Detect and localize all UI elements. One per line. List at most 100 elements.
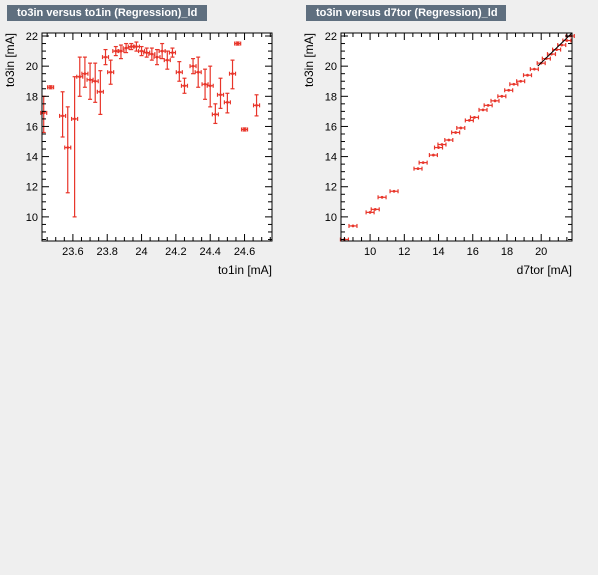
data-point: [437, 142, 447, 147]
y-tick-label: 16: [325, 121, 337, 133]
point-marker: [78, 75, 82, 79]
point-marker: [129, 45, 133, 48]
chart-1-title-tab: to3in versus to1in (Regression)_ld: [7, 5, 207, 21]
point-marker: [145, 51, 149, 54]
data-point: [456, 125, 466, 130]
point-marker: [225, 100, 229, 104]
point-marker: [135, 45, 138, 48]
data-point: [551, 47, 562, 52]
point-marker: [507, 88, 511, 92]
y-tick-label: 14: [325, 152, 337, 164]
data-point: [483, 103, 493, 108]
point-marker: [467, 119, 471, 122]
point-marker: [243, 128, 246, 131]
point-marker: [373, 207, 377, 211]
point-marker: [440, 143, 444, 146]
point-marker: [432, 153, 435, 157]
data-point: [223, 92, 231, 114]
scatter-diagonal: [537, 32, 573, 67]
point-marker: [454, 131, 458, 134]
x-tick-label: 24.2: [165, 246, 186, 258]
data-point: [490, 98, 500, 103]
data-point: [451, 130, 461, 135]
data-point: [365, 210, 375, 215]
point-marker: [140, 49, 143, 53]
point-marker: [532, 67, 536, 71]
data-point: [168, 47, 177, 58]
y-tick-label: 12: [325, 182, 337, 194]
point-marker: [191, 64, 195, 68]
point-marker: [219, 93, 222, 97]
data-point: [478, 107, 488, 112]
data-point: [509, 82, 519, 87]
point-marker: [98, 90, 102, 94]
point-marker: [416, 167, 420, 171]
data-point: [469, 115, 480, 120]
x-tick-label: 18: [501, 246, 513, 258]
point-marker: [481, 108, 485, 112]
data-point: [117, 44, 125, 60]
point-marker: [437, 146, 440, 149]
point-marker: [392, 189, 396, 193]
x-tick-label: 24.6: [234, 246, 255, 258]
x-tick-label: 24.4: [199, 246, 220, 258]
point-marker: [203, 82, 207, 86]
y-tick-label: 20: [26, 61, 38, 73]
data-point: [180, 77, 189, 94]
data-point: [529, 67, 539, 72]
plot-frame: [340, 32, 573, 242]
y-tick-label: 10: [26, 212, 38, 224]
data-point: [189, 58, 197, 75]
x-tick-label: 12: [398, 246, 410, 258]
y-tick-label: 18: [325, 91, 337, 103]
data-point: [541, 56, 551, 61]
point-marker: [231, 72, 234, 76]
point-marker: [124, 46, 128, 50]
data-point: [206, 65, 214, 108]
point-marker: [88, 78, 92, 82]
data-point: [64, 106, 72, 194]
data-point: [252, 94, 261, 117]
x-tick-label: 14: [432, 246, 444, 258]
point-marker: [66, 146, 70, 149]
x-axis-label: d7tor [mA]: [517, 263, 572, 277]
point-marker: [213, 112, 217, 116]
point-marker: [500, 94, 504, 98]
point-marker: [155, 55, 159, 59]
y-tick-label: 18: [26, 91, 38, 103]
point-marker: [150, 52, 154, 56]
point-marker: [526, 73, 529, 77]
point-marker: [421, 161, 425, 165]
point-marker: [368, 210, 372, 214]
data-point: [71, 76, 79, 218]
plot-frame: [41, 32, 273, 242]
point-marker: [93, 79, 97, 83]
data-point: [464, 118, 474, 123]
data-point: [348, 223, 358, 228]
point-marker: [165, 58, 169, 62]
data-point: [58, 91, 67, 138]
point-marker: [351, 224, 355, 228]
point-marker: [42, 111, 46, 115]
data-point: [389, 189, 399, 194]
y-tick-label: 14: [26, 152, 38, 164]
point-marker: [208, 84, 212, 88]
plot-area: [341, 33, 572, 241]
point-marker: [109, 70, 113, 74]
data-point: [81, 56, 89, 88]
data-point: [158, 42, 166, 60]
point-marker: [236, 42, 240, 45]
point-marker: [119, 49, 123, 53]
data-point: [96, 70, 104, 115]
chart-2-title-tab: to3in versus d7tor (Regression)_ld: [306, 5, 506, 21]
data-point: [46, 85, 55, 90]
data-point: [516, 79, 526, 84]
point-marker: [104, 55, 107, 59]
point-marker: [160, 49, 164, 53]
y-tick-label: 22: [26, 31, 38, 43]
x-tick-label: 24: [135, 246, 147, 258]
point-marker: [61, 114, 64, 118]
y-tick-label: 10: [325, 212, 337, 224]
data-point: [216, 77, 225, 109]
